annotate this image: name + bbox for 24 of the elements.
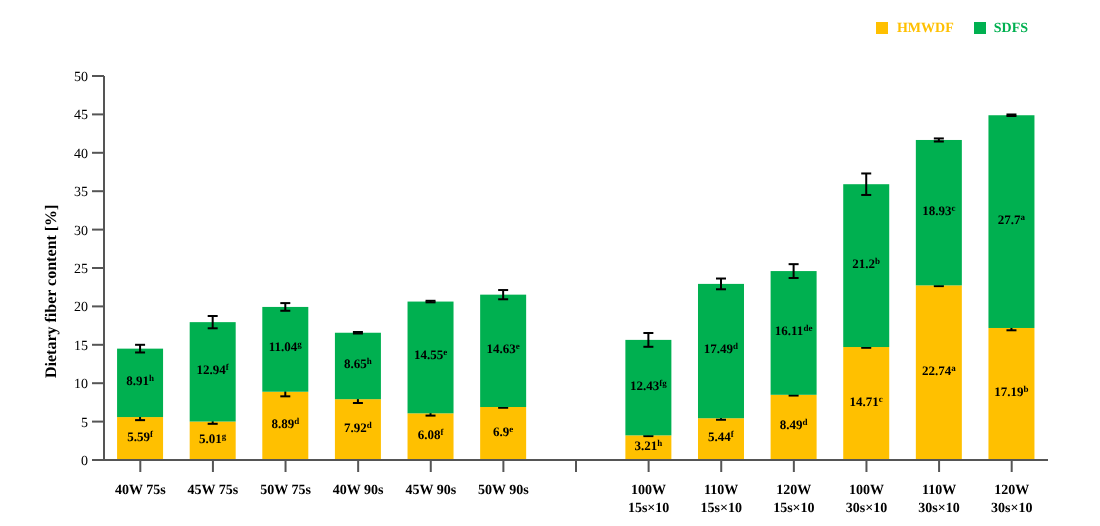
bar: [697, 283, 744, 419]
bar: [770, 271, 817, 395]
bar: [988, 115, 1035, 328]
bar: [915, 139, 962, 286]
y-axis-title: Dietary fiber content [%]: [41, 203, 60, 378]
bar: [262, 306, 309, 392]
bar: [988, 327, 1035, 460]
bar: [770, 394, 817, 460]
bar: [189, 322, 236, 422]
bar: [117, 348, 164, 418]
bar: [262, 391, 309, 460]
bar: [697, 418, 744, 460]
bar: [843, 347, 890, 460]
bar: [407, 413, 454, 460]
bar: [843, 184, 890, 348]
bar: [625, 339, 672, 436]
bar: [117, 417, 164, 460]
bar: [334, 399, 381, 460]
bar: [407, 301, 454, 414]
bar: [915, 285, 962, 460]
bar: [480, 407, 527, 460]
bar: [189, 421, 236, 460]
bar: [334, 332, 381, 400]
bar: [480, 294, 527, 408]
